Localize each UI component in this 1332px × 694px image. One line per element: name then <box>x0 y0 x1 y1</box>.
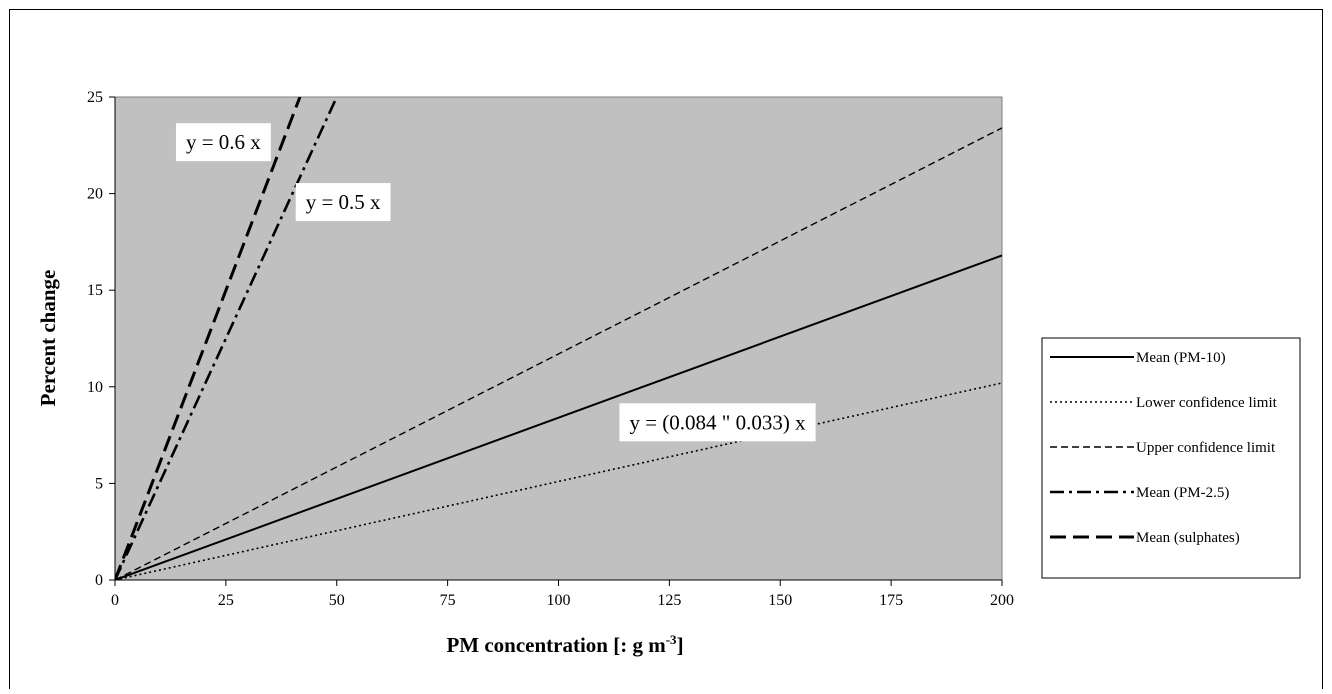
series-line-3 <box>115 127 1002 580</box>
x-axis-title: PM concentration [: g m-3] <box>446 632 683 657</box>
x-tick-label: 100 <box>547 592 571 609</box>
y-tick-label: 0 <box>95 572 103 589</box>
y-tick-label: 15 <box>87 282 103 299</box>
x-tick-label: 200 <box>990 592 1014 609</box>
x-tick-label: 150 <box>768 592 792 609</box>
x-axis-title-sup: -3 <box>666 632 677 647</box>
x-tick-label: 0 <box>111 592 119 609</box>
legend-item-4: Mean (PM-2.5) <box>1050 485 1229 501</box>
legend-label: Upper confidence limit <box>1136 440 1276 456</box>
x-tick-label: 25 <box>218 592 234 609</box>
y-tick-label: 20 <box>87 186 103 203</box>
y-tick-label: 10 <box>87 379 103 396</box>
equation-label-box <box>175 123 271 162</box>
x-axis-title-tail: ] <box>677 633 684 657</box>
x-axis-title-main: PM concentration [: g m <box>446 633 666 657</box>
legend-label: Mean (PM-2.5) <box>1136 485 1229 501</box>
legend-item-2: Lower confidence limit <box>1050 395 1278 411</box>
legend-item-5: Mean (sulphates) <box>1050 530 1240 546</box>
equation-label-2: y = 0.5 x <box>295 183 391 222</box>
y-tick-label: 5 <box>95 475 103 492</box>
equation-label-text: y = (0.084 " 0.033) x <box>629 410 806 434</box>
equation-label-text: y = 0.6 x <box>186 130 261 154</box>
legend-item-1: Mean (PM-10) <box>1050 350 1226 366</box>
legend-label: Mean (sulphates) <box>1136 530 1240 546</box>
equation-label-3: y = (0.084 " 0.033) x <box>619 403 816 442</box>
x-tick-label: 125 <box>657 592 681 609</box>
equation-label-box <box>295 183 391 222</box>
x-tick-label: 50 <box>329 592 345 609</box>
legend: Mean (PM-10) Lower confidence limit Upper … <box>1041 337 1301 579</box>
equation-label-text: y = 0.5 x <box>306 190 381 214</box>
x-tick-label: 175 <box>879 592 903 609</box>
legend-label: Mean (PM-10) <box>1136 350 1226 366</box>
series-line-4 <box>115 97 338 580</box>
series-line-5 <box>115 97 302 580</box>
equation-label-1: y = 0.6 x <box>175 123 271 162</box>
series-line-2 <box>115 382 1002 580</box>
legend-item-3: Upper confidence limit <box>1050 440 1276 456</box>
equation-label-box <box>619 403 816 442</box>
legend-label: Lower confidence limit <box>1136 395 1278 411</box>
series-line-1 <box>115 254 1002 580</box>
y-axis-title: Percent change <box>36 270 60 407</box>
x-tick-label: 75 <box>440 592 456 609</box>
y-tick-label: 25 <box>87 89 103 106</box>
plot-area <box>114 96 1003 581</box>
